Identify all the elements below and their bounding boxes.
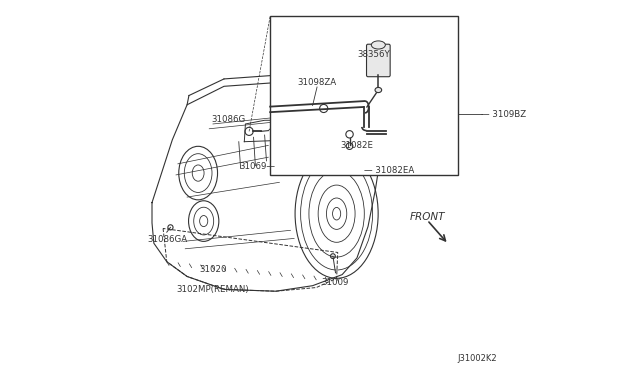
FancyBboxPatch shape	[367, 44, 390, 77]
Text: 31009: 31009	[322, 278, 349, 286]
Text: 31082E: 31082E	[340, 141, 373, 150]
Text: 31086GA: 31086GA	[148, 235, 188, 244]
Text: 31086G: 31086G	[211, 115, 245, 124]
Text: 38356Y: 38356Y	[357, 49, 390, 59]
Text: — 3109BZ: — 3109BZ	[481, 109, 525, 119]
Text: 31098ZA: 31098ZA	[298, 78, 337, 87]
Text: — 31082EA: — 31082EA	[364, 166, 414, 175]
Text: J31002K2: J31002K2	[458, 354, 497, 363]
Bar	[270, 16, 458, 175]
Ellipse shape	[375, 87, 381, 93]
Text: FRONT: FRONT	[410, 212, 445, 222]
Text: 3102MP(REMAN): 3102MP(REMAN)	[177, 285, 249, 294]
Text: 31020: 31020	[199, 265, 227, 274]
Text: 31069—: 31069—	[239, 162, 275, 171]
Ellipse shape	[371, 41, 385, 49]
